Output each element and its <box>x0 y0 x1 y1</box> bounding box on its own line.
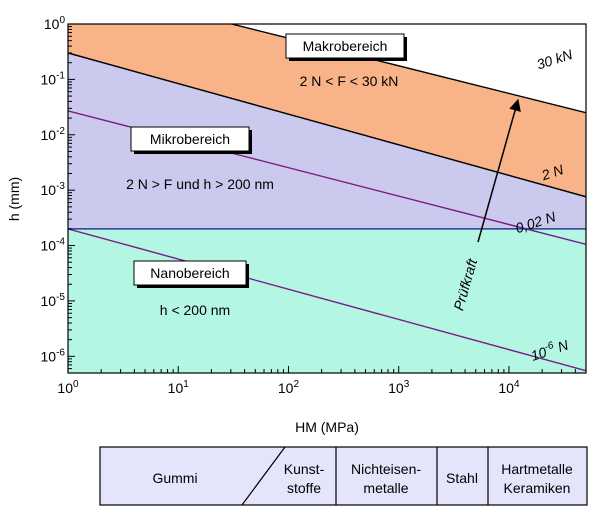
condition-mikro: 2 N > F und h > 200 nm <box>126 176 274 192</box>
materials-bar: Gummi Kunst-stoffe Nichteisen-metalle Stahl… <box>99 446 588 506</box>
y-tick-label: 10-5 <box>41 292 66 309</box>
label-nanobereich-text: Nanobereich <box>150 265 229 281</box>
material-gummi: Gummi <box>152 470 197 486</box>
material-nichteisenmetalle: Nichteisen- <box>351 461 421 477</box>
condition-makro: 2 N < F < 30 kN <box>300 73 399 89</box>
y-tick-label: 10-2 <box>41 126 66 143</box>
region-makro <box>68 24 586 197</box>
label-mikrobereich-text: Mikrobereich <box>150 131 230 147</box>
material-kunststoffe: Kunst- <box>284 461 325 477</box>
line-label-1e-6N: 10-6 N <box>528 335 571 363</box>
label-nanobereich: Nanobereich <box>133 260 249 288</box>
x-tick-label: 101 <box>168 379 190 396</box>
material-nichteisenmetalle: metalle <box>363 480 408 496</box>
x-tick-label: 102 <box>278 379 300 396</box>
y-tick-label: 10-6 <box>41 347 66 364</box>
material-kunststoffe: stoffe <box>287 480 321 496</box>
region-mikro <box>68 52 586 229</box>
y-tick-label: 10-3 <box>41 181 66 198</box>
x-tick-label: 100 <box>57 379 79 396</box>
materials-divider <box>241 446 286 506</box>
y-tick-label: 10-1 <box>41 70 66 87</box>
material-hartmetalle: Keramiken <box>504 480 571 496</box>
y-tick-label: 10-4 <box>41 237 66 254</box>
label-mikrobereich: Mikrobereich <box>130 126 252 154</box>
force-line-f2N <box>68 52 586 198</box>
pruefkraft-arrow <box>477 98 521 243</box>
material-hartmetalle: Hartmetalle <box>501 461 573 477</box>
label-makrobereich: Makrobereich <box>285 33 407 61</box>
force-line-f1e6N <box>68 228 586 372</box>
line-label-2N: 2 N <box>539 161 566 184</box>
x-axis-label: HM (MPa) <box>295 419 359 435</box>
y-axis-label: h (mm) <box>6 177 22 221</box>
x-tick-label: 103 <box>388 379 410 396</box>
material-stahl: Stahl <box>446 470 478 486</box>
x-tick-label: 104 <box>498 379 520 396</box>
label-makrobereich-text: Makrobereich <box>303 38 388 54</box>
materials-box <box>99 446 588 506</box>
y-tick-label: 100 <box>44 15 66 32</box>
condition-nano: h < 200 nm <box>160 302 230 318</box>
axis-ticks <box>67 23 587 374</box>
